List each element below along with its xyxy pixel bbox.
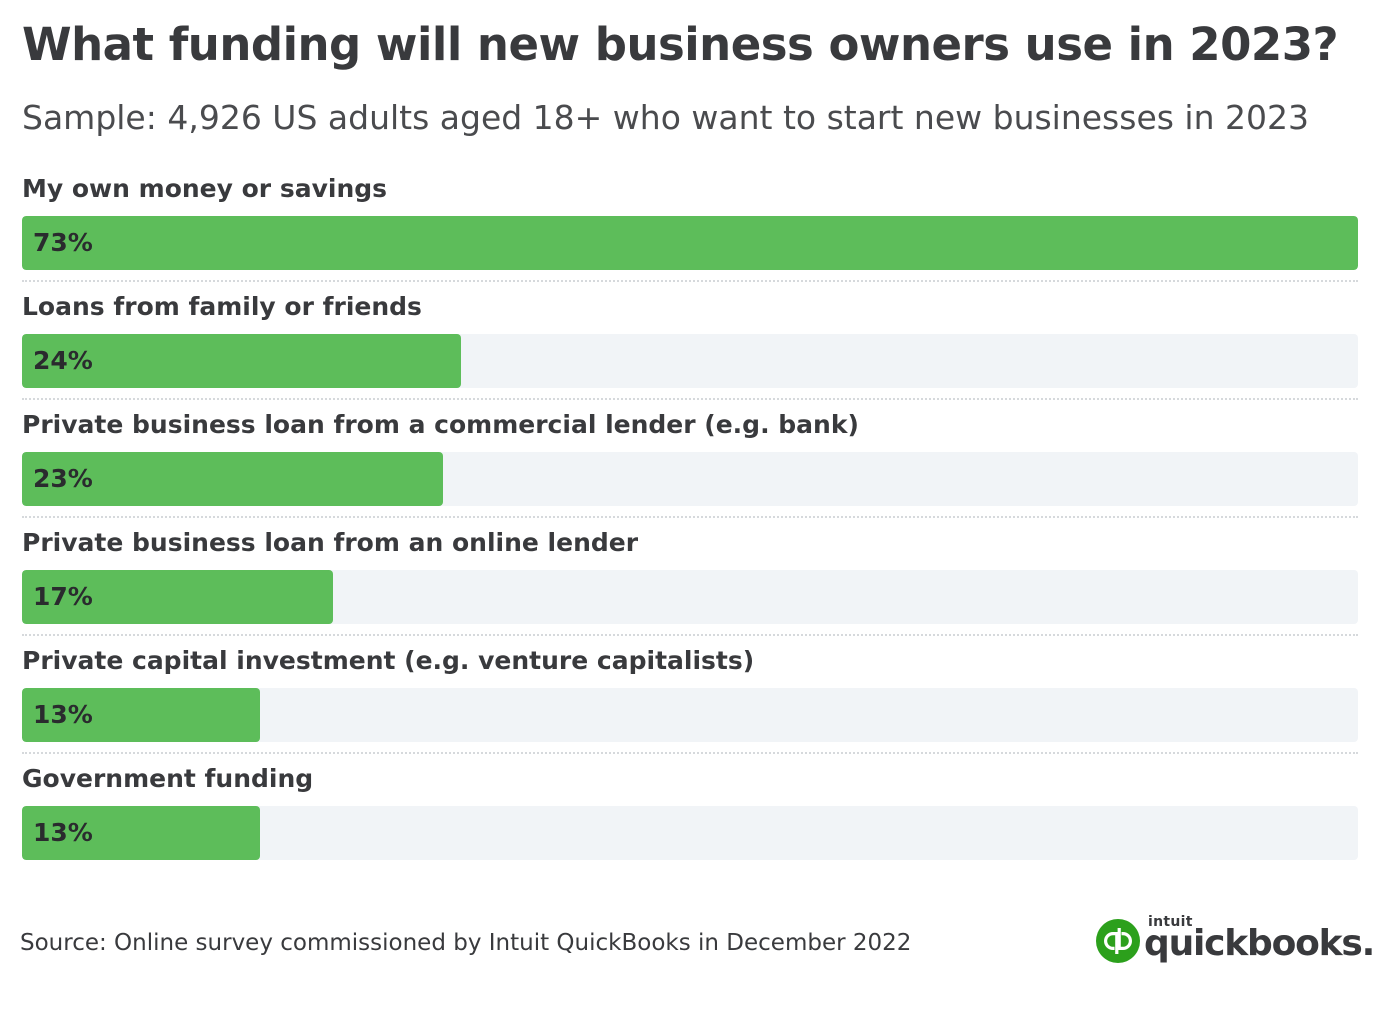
row-divider <box>22 634 1358 636</box>
bar-category-label: Loans from family or friends <box>22 292 422 321</box>
bar <box>22 452 443 506</box>
bar-chart: My own money or savings 73% Loans from fam… <box>22 170 1358 878</box>
bar-row: Loans from family or friends 24% <box>22 288 1358 406</box>
bar-row: Private business loan from a commercial … <box>22 406 1358 524</box>
logo-intuit-text: intuit <box>1148 914 1193 930</box>
row-divider <box>22 516 1358 518</box>
bar-value-label: 23% <box>33 464 93 493</box>
bar-row: My own money or savings 73% <box>22 170 1358 288</box>
bar-row: Private capital investment (e.g. venture… <box>22 642 1358 760</box>
row-divider <box>22 752 1358 754</box>
bar-category-label: Private business loan from a commercial … <box>22 410 859 439</box>
bar-row: Private business loan from an online len… <box>22 524 1358 642</box>
bar <box>22 216 1358 270</box>
bar <box>22 570 333 624</box>
bar-category-label: Government funding <box>22 764 314 793</box>
quickbooks-logo: intuit quickbooks. <box>1096 912 1375 974</box>
bar-value-label: 24% <box>33 346 93 375</box>
bar-value-label: 17% <box>33 582 93 611</box>
page-title: What funding will new business owners us… <box>22 18 1339 71</box>
bar-row: Government funding 13% <box>22 760 1358 878</box>
source-note: Source: Online survey commissioned by In… <box>20 930 912 956</box>
bar-track: 17% <box>22 570 1358 624</box>
bar-category-label: Private business loan from an online len… <box>22 528 639 557</box>
bar-track: 13% <box>22 806 1358 860</box>
bar <box>22 688 260 742</box>
bar-value-label: 13% <box>33 818 93 847</box>
bar-value-label: 73% <box>33 228 93 257</box>
bar <box>22 334 461 388</box>
bar-category-label: My own money or savings <box>22 174 388 203</box>
row-divider <box>22 280 1358 282</box>
row-divider <box>22 398 1358 400</box>
bar-track: 23% <box>22 452 1358 506</box>
page-subtitle: Sample: 4,926 US adults aged 18+ who wan… <box>22 98 1309 137</box>
bar-value-label: 13% <box>33 700 93 729</box>
bar-track: 24% <box>22 334 1358 388</box>
logo-wordmark: quickbooks. <box>1144 923 1375 964</box>
bar-track: 73% <box>22 216 1358 270</box>
bar-category-label: Private capital investment (e.g. venture… <box>22 646 755 675</box>
quickbooks-logo-icon <box>1096 919 1140 963</box>
bar-track: 13% <box>22 688 1358 742</box>
bar <box>22 806 260 860</box>
